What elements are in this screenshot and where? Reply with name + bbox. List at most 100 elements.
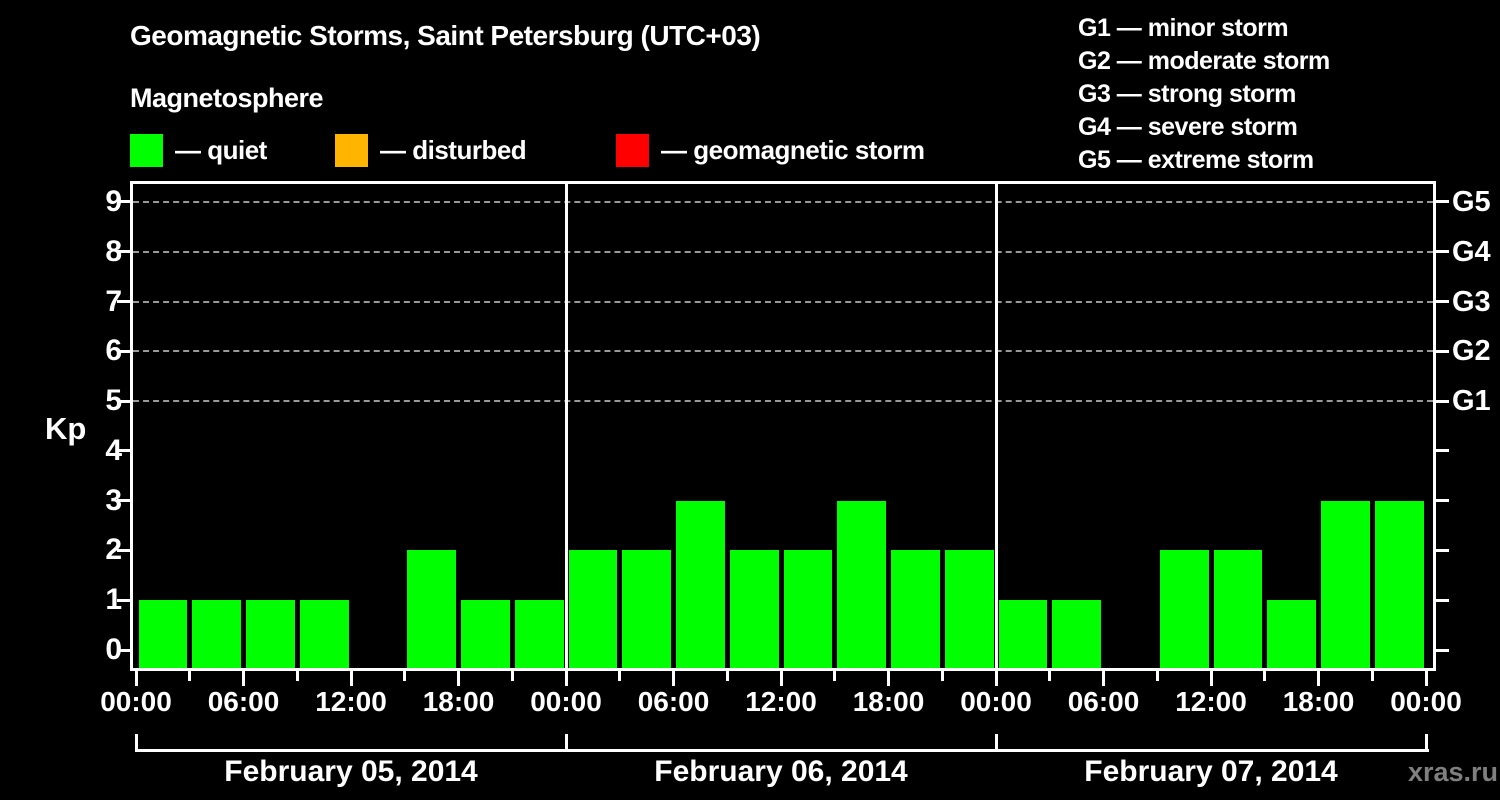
y-tick-label: 9 (105, 184, 122, 218)
g-axis-label-g3: G3 (1452, 285, 1491, 318)
gridline-kp5 (133, 400, 1433, 403)
y-tick-right (1436, 449, 1449, 453)
chart-title: Geomagnetic Storms, Saint Petersburg (UT… (130, 20, 761, 51)
y-tick-left (117, 648, 130, 652)
x-tick-major (887, 671, 890, 686)
legend-item-storm: — geomagnetic storm (616, 134, 925, 167)
x-tick-major (779, 671, 783, 686)
y-axis-title: Kp (45, 411, 87, 446)
time-label: 18:00 (422, 686, 495, 717)
legend-label: — geomagnetic storm (661, 135, 925, 165)
y-tick-label: 1 (105, 583, 122, 617)
x-tick-minor (188, 671, 192, 681)
time-label: 12:00 (1175, 686, 1247, 717)
kp-bar (1213, 550, 1263, 668)
kp-bar (514, 600, 564, 668)
time-label: 12:00 (315, 686, 387, 717)
time-label: 06:00 (637, 686, 710, 717)
x-tick-major (1424, 671, 1428, 686)
x-tick-minor (295, 671, 299, 681)
y-tick-right (1436, 648, 1449, 652)
y-tick-label: 6 (105, 334, 122, 368)
legend-label: — quiet (175, 135, 267, 165)
x-tick-minor (940, 671, 944, 681)
g-legend-line: G4 — severe storm (1078, 113, 1298, 141)
x-tick-major (349, 671, 353, 686)
y-tick-left (117, 200, 130, 204)
chart-subtitle: Magnetosphere (130, 83, 324, 113)
plot-border (130, 181, 1436, 671)
storm-swatch (616, 134, 649, 167)
y-tick-label: 4 (105, 433, 122, 467)
time-label: 00:00 (1390, 686, 1462, 717)
date-bracket-tick (1424, 734, 1428, 752)
g-axis-label-g5: G5 (1452, 185, 1491, 218)
x-tick-major (564, 671, 568, 686)
x-tick-minor (403, 671, 407, 681)
y-tick-left (117, 449, 130, 453)
x-tick-major (134, 671, 138, 686)
gridline-kp6 (133, 350, 1433, 353)
quiet-swatch (130, 134, 163, 167)
legend-label: — disturbed (380, 135, 527, 165)
y-tick-left (117, 250, 130, 254)
time-label: 00:00 (960, 686, 1032, 717)
y-tick-left (117, 349, 130, 353)
kp-bar (407, 550, 456, 668)
x-tick-minor (1370, 671, 1374, 681)
x-tick-major (994, 671, 998, 686)
kp-bar (622, 550, 671, 668)
kp-bar (246, 600, 295, 668)
y-tick-right (1436, 499, 1449, 503)
watermark: xras.ru (1407, 757, 1498, 787)
y-tick-left (117, 399, 130, 403)
date-bracket (136, 749, 1429, 752)
kp-bar (837, 500, 886, 668)
y-tick-left (117, 499, 130, 503)
x-tick-major (1209, 671, 1213, 686)
date-bracket-tick (994, 734, 998, 752)
g-legend-line: G2 — moderate storm (1078, 47, 1330, 75)
g-legend-line: G1 — minor storm (1078, 14, 1289, 42)
kp-bar (568, 550, 618, 668)
y-tick-right (1436, 200, 1449, 204)
y-tick-left (117, 598, 130, 602)
gridline-kp9 (133, 200, 1433, 203)
x-tick-minor (1048, 671, 1052, 681)
x-tick-minor (1263, 671, 1267, 681)
date-label: February 06, 2014 (654, 755, 908, 788)
g-legend-line: G3 — strong storm (1078, 80, 1296, 108)
time-label: 12:00 (745, 686, 817, 717)
g-axis-label-g2: G2 (1452, 335, 1491, 368)
disturbed-swatch (335, 134, 368, 167)
kp-bar (729, 550, 779, 668)
y-tick-right (1436, 300, 1449, 304)
day-divider (564, 184, 568, 668)
time-label: 06:00 (1067, 686, 1140, 717)
y-tick-right (1436, 250, 1449, 254)
y-tick-label: 8 (105, 234, 122, 268)
day-divider (994, 184, 998, 668)
y-tick-label: 7 (105, 284, 122, 318)
kp-bar (944, 550, 994, 668)
kp-bar (192, 600, 241, 668)
g-axis-label-g1: G1 (1452, 385, 1491, 418)
g-legend-line: G5 — extreme storm (1078, 146, 1314, 174)
x-tick-major (242, 671, 245, 686)
x-tick-minor (510, 671, 514, 681)
kp-bar (783, 550, 833, 668)
y-tick-left (117, 548, 130, 552)
date-label: February 07, 2014 (1084, 755, 1338, 788)
kp-bar (461, 600, 510, 668)
x-tick-minor (618, 671, 622, 681)
y-tick-label: 0 (105, 633, 122, 666)
kp-bar (1159, 550, 1209, 668)
kp-bar (998, 600, 1048, 668)
time-label: 18:00 (1282, 686, 1355, 717)
date-bracket-tick (134, 734, 138, 752)
y-tick-right (1436, 399, 1449, 403)
x-tick-major (457, 671, 460, 686)
kp-bar (676, 500, 725, 668)
x-tick-minor (1155, 671, 1159, 681)
y-tick-label: 5 (105, 384, 122, 418)
